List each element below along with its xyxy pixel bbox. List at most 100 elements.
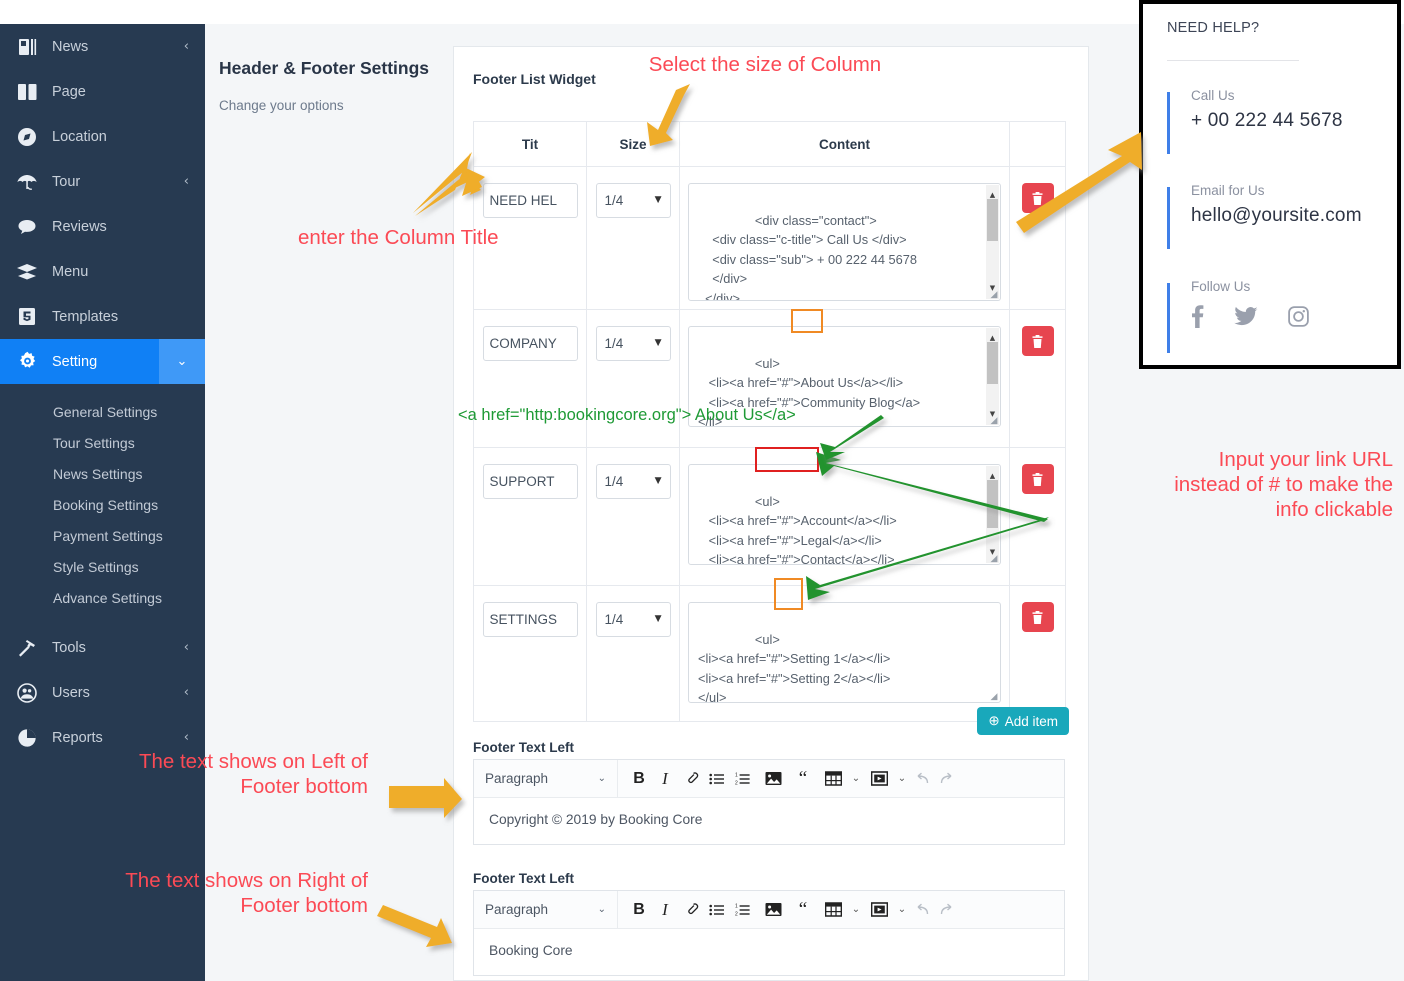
sidebar-subitem-general-settings[interactable]: General Settings bbox=[0, 396, 205, 427]
chevron-left-icon[interactable]: ‹ bbox=[183, 685, 189, 700]
image-icon[interactable] bbox=[756, 891, 790, 929]
facebook-icon[interactable] bbox=[1191, 304, 1204, 328]
chevron-down-icon[interactable]: ⌄ bbox=[897, 904, 907, 915]
sidebar-item-setting[interactable]: Setting ⌄ bbox=[0, 339, 205, 384]
instagram-icon[interactable] bbox=[1288, 305, 1309, 327]
title-input[interactable]: NEED HEL bbox=[482, 183, 578, 218]
chevron-down-icon[interactable]: ⌄ bbox=[851, 904, 861, 915]
undo-icon[interactable] bbox=[908, 760, 934, 798]
chevron-left-icon[interactable]: ‹ bbox=[183, 39, 189, 54]
sidebar-item-tools[interactable]: Tools ‹ bbox=[0, 625, 205, 670]
bullet-list-icon[interactable] bbox=[704, 760, 730, 798]
italic-icon[interactable]: I bbox=[662, 899, 668, 919]
content-textarea-value: <ul> <li><a href="#">Setting 1</a></li> … bbox=[698, 631, 891, 703]
delete-row-button[interactable] bbox=[1021, 183, 1054, 213]
highlight-box-hash-settings bbox=[774, 578, 803, 610]
sidebar-item-reports[interactable]: Reports ‹ bbox=[0, 715, 205, 760]
bullet-list-icon[interactable] bbox=[704, 891, 730, 929]
title-input[interactable]: SUPPORT bbox=[482, 464, 578, 499]
bold-icon[interactable]: B bbox=[633, 900, 645, 918]
table-icon[interactable] bbox=[816, 760, 850, 798]
paragraph-format-value: Paragraph bbox=[485, 902, 549, 917]
table-icon[interactable] bbox=[816, 891, 850, 929]
accent-bar bbox=[1167, 187, 1170, 249]
annotation-text-left: The text shows on Left of Footer bottom bbox=[138, 750, 368, 798]
video-icon[interactable] bbox=[862, 760, 896, 798]
italic-icon[interactable]: I bbox=[662, 768, 668, 788]
sidebar-item-templates[interactable]: Templates bbox=[0, 294, 205, 339]
scrollbar-vertical[interactable]: ▲ ▼ bbox=[986, 466, 999, 563]
sidebar-item-page[interactable]: Page bbox=[0, 69, 205, 114]
content-textarea[interactable]: <ul> <li><a href="#">About Us</a></li> <… bbox=[688, 326, 1001, 427]
footer-text-left-value[interactable]: Copyright © 2019 by Booking Core bbox=[489, 812, 703, 827]
sidebar-subitem-advance-settings[interactable]: Advance Settings bbox=[0, 582, 205, 613]
chevron-down-icon: ▼ bbox=[654, 195, 662, 205]
sidebar-subitem-news-settings[interactable]: News Settings bbox=[0, 458, 205, 489]
blockquote-icon[interactable]: “ bbox=[798, 898, 808, 920]
title-input[interactable]: SETTINGS bbox=[482, 602, 578, 637]
cell-content: <ul> <li><a href="#">Account</a></li> <l… bbox=[679, 447, 1010, 586]
table-row: NEED HEL 1/4 ▼ <div class="contact"> <di… bbox=[473, 166, 1066, 310]
sidebar-item-tour[interactable]: Tour ‹ bbox=[0, 159, 205, 204]
resize-grip[interactable]: ◢ bbox=[990, 289, 998, 299]
chevron-left-icon[interactable]: ‹ bbox=[183, 640, 189, 655]
delete-row-button[interactable] bbox=[1021, 602, 1054, 632]
sidebar-item-label: Tour bbox=[52, 173, 81, 190]
paragraph-format-select[interactable]: Paragraph ⌄ bbox=[474, 760, 618, 797]
sidebar-item-menu[interactable]: Menu bbox=[0, 249, 205, 294]
svg-text:1: 1 bbox=[735, 772, 738, 778]
sidebar-item-reviews[interactable]: Reviews bbox=[0, 204, 205, 249]
chevron-down-icon[interactable]: ⌄ bbox=[897, 773, 907, 784]
resize-grip[interactable]: ◢ bbox=[990, 553, 998, 563]
column-header-content: Content bbox=[679, 121, 1010, 167]
scrollbar-vertical[interactable]: ▲ ▼ bbox=[986, 328, 999, 425]
sidebar-subitem-style-settings[interactable]: Style Settings bbox=[0, 551, 205, 582]
add-item-button[interactable]: ⊕ Add item bbox=[977, 707, 1069, 735]
link-icon[interactable] bbox=[678, 891, 704, 929]
chevron-down-icon[interactable]: ⌄ bbox=[851, 773, 861, 784]
delete-row-button[interactable] bbox=[1021, 464, 1054, 494]
size-select[interactable]: 1/4 ▼ bbox=[595, 183, 671, 218]
content-textarea[interactable]: <div class="contact"> <div class="c-titl… bbox=[688, 183, 1001, 301]
size-select[interactable]: 1/4 ▼ bbox=[595, 602, 671, 637]
redo-icon[interactable] bbox=[934, 760, 960, 798]
sidebar-item-location[interactable]: Location bbox=[0, 114, 205, 159]
size-select[interactable]: 1/4 ▼ bbox=[595, 464, 671, 499]
resize-grip[interactable]: ◢ bbox=[990, 691, 998, 701]
delete-row-button[interactable] bbox=[1021, 326, 1054, 356]
sidebar-subitem-tour-settings[interactable]: Tour Settings bbox=[0, 427, 205, 458]
chevron-left-icon[interactable]: ‹ bbox=[183, 174, 189, 189]
content-textarea[interactable]: <ul> <li><a href="#">Setting 1</a></li> … bbox=[688, 602, 1001, 703]
blockquote-icon[interactable]: “ bbox=[798, 767, 808, 789]
cell-title: NEED HEL bbox=[473, 166, 587, 310]
content-textarea[interactable]: <ul> <li><a href="#">Account</a></li> <l… bbox=[688, 464, 1001, 565]
footer-text-right-value[interactable]: Booking Core bbox=[489, 943, 573, 958]
highlight-box-href-support bbox=[755, 447, 819, 472]
sidebar-subitem-label: General Settings bbox=[53, 403, 158, 420]
image-icon[interactable] bbox=[756, 760, 790, 798]
undo-icon[interactable] bbox=[908, 891, 934, 929]
paragraph-format-select[interactable]: Paragraph ⌄ bbox=[474, 891, 618, 928]
redo-icon[interactable] bbox=[934, 891, 960, 929]
sidebar-item-news[interactable]: News ‹ bbox=[0, 24, 205, 69]
twitter-icon[interactable] bbox=[1234, 306, 1258, 327]
chevron-left-icon[interactable]: ‹ bbox=[183, 730, 189, 745]
cell-actions bbox=[1009, 309, 1066, 448]
sidebar-item-users[interactable]: Users ‹ bbox=[0, 670, 205, 715]
resize-grip[interactable]: ◢ bbox=[990, 415, 998, 425]
link-icon[interactable] bbox=[678, 760, 704, 798]
cell-actions bbox=[1009, 585, 1066, 722]
title-input[interactable]: COMPANY bbox=[482, 326, 578, 361]
bold-icon[interactable]: B bbox=[633, 769, 645, 787]
size-select[interactable]: 1/4 ▼ bbox=[595, 326, 671, 361]
sidebar-subitem-booking-settings[interactable]: Booking Settings bbox=[0, 489, 205, 520]
location-icon bbox=[14, 125, 40, 149]
cell-title: COMPANY bbox=[473, 309, 587, 448]
scrollbar-vertical[interactable]: ▲ ▼ bbox=[986, 185, 999, 299]
video-icon[interactable] bbox=[862, 891, 896, 929]
content-textarea-value: <ul> <li><a href="#">About Us</a></li> <… bbox=[698, 355, 921, 427]
chevron-down-icon[interactable]: ⌄ bbox=[159, 339, 205, 384]
sidebar-subitem-payment-settings[interactable]: Payment Settings bbox=[0, 520, 205, 551]
